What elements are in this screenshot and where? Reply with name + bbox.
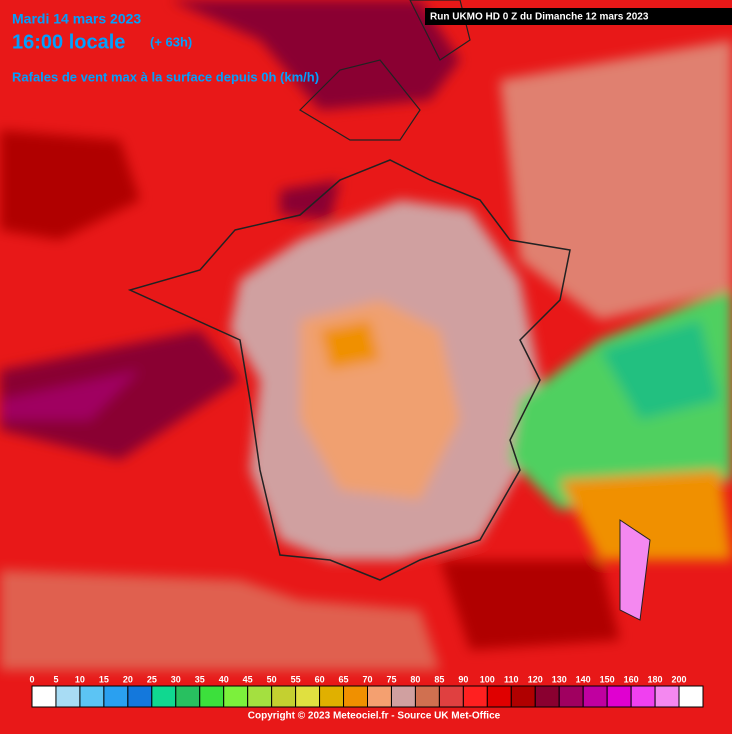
legend-swatch [319, 685, 345, 708]
legend-label: 90 [458, 674, 468, 684]
legend-label: 0 [29, 674, 34, 684]
time: 16:00 locale [12, 31, 125, 53]
legend-swatch [510, 685, 536, 708]
legend-swatch [247, 685, 273, 708]
date: Mardi 14 mars 2023 [12, 11, 141, 27]
coastline [127, 159, 571, 581]
legend-label: 120 [528, 674, 543, 684]
legend-label: 40 [219, 674, 229, 684]
legend-swatch [223, 685, 249, 708]
legend-label: 100 [480, 674, 495, 684]
legend-swatch [199, 685, 225, 708]
legend-label: 50 [267, 674, 277, 684]
legend-label: 180 [648, 674, 663, 684]
legend-swatch [654, 685, 680, 708]
legend-label: 160 [624, 674, 639, 684]
legend-swatch [127, 685, 153, 708]
run-info: Run UKMO HD 0 Z du Dimanche 12 mars 2023 [430, 12, 649, 23]
legend-swatch [630, 685, 656, 708]
field-area [280, 180, 340, 220]
legend-swatch [486, 685, 512, 708]
legend-label: 85 [434, 674, 444, 684]
legend-label: 25 [147, 674, 157, 684]
legend-swatch [414, 685, 440, 708]
field-area [0, 330, 240, 460]
legend: 0 5 10 15 20 25 30 35 40 45 50 55 60 65 70 75 80 85 90 100 1… [29, 674, 704, 708]
legend-swatch [462, 685, 488, 708]
legend-label: 60 [315, 674, 325, 684]
legend-label: 80 [410, 674, 420, 684]
field-area [0, 130, 140, 240]
legend-label: 150 [600, 674, 615, 684]
legend-swatch [438, 685, 464, 708]
legend-label: 110 [504, 674, 519, 684]
field-area [440, 560, 620, 650]
copyright: Copyright © 2023 Meteociel.fr - Source U… [248, 711, 501, 722]
legend-swatch [558, 685, 584, 708]
legend-swatch [271, 685, 297, 708]
legend-swatch [151, 685, 177, 708]
legend-label: 130 [552, 674, 567, 684]
legend-label: 200 [672, 674, 687, 684]
legend-label: 75 [386, 674, 396, 684]
legend-swatch [606, 685, 632, 708]
legend-swatch [175, 685, 201, 708]
legend-swatch [582, 685, 608, 708]
field-area [0, 370, 140, 420]
legend-swatch [103, 685, 129, 708]
legend-label: 55 [291, 674, 301, 684]
legend-swatch [678, 685, 704, 708]
lead-time: (+ 63h) [150, 34, 192, 49]
legend-label: 70 [362, 674, 372, 684]
legend-label: 45 [243, 674, 253, 684]
legend-swatch [31, 685, 57, 708]
legend-label: 35 [195, 674, 205, 684]
field-area [600, 320, 720, 420]
legend-label: 65 [339, 674, 349, 684]
legend-swatch [295, 685, 321, 708]
legend-label: 30 [171, 674, 181, 684]
field [0, 0, 732, 670]
island [619, 519, 651, 621]
legend-swatch [79, 685, 105, 708]
legend-swatch [534, 685, 560, 708]
field-area [560, 470, 732, 560]
legend-swatch [343, 685, 368, 708]
field-area [320, 320, 380, 370]
legend-label: 5 [53, 674, 58, 684]
field-area [0, 570, 440, 670]
legend-label: 20 [123, 674, 133, 684]
legend-label: 10 [75, 674, 85, 684]
legend-swatch [55, 685, 81, 708]
legend-swatch [367, 685, 392, 708]
legend-label: 15 [99, 674, 109, 684]
legend-swatch [390, 685, 416, 708]
field-area [500, 40, 732, 320]
coastline [299, 0, 471, 141]
legend-label: 140 [576, 674, 591, 684]
parameter: Rafales de vent max à la surface depuis … [12, 69, 319, 84]
field-area [170, 0, 460, 110]
run-box [425, 8, 732, 25]
